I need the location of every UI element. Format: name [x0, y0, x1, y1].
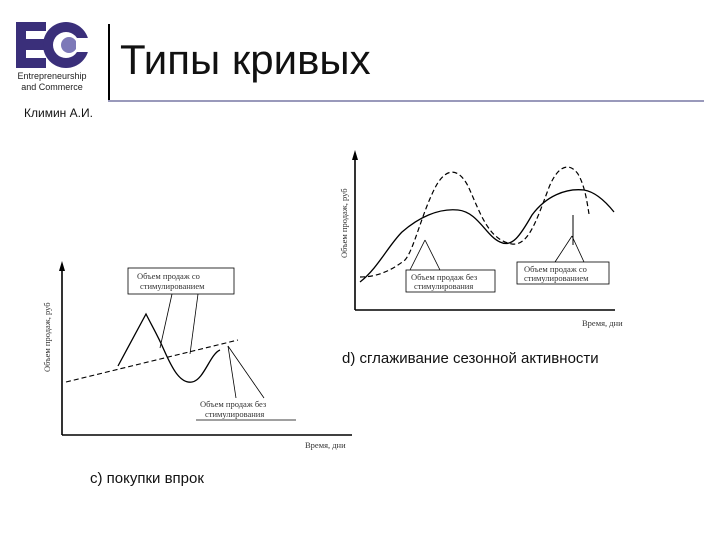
diagram-d-callout-left-2	[424, 239, 441, 271]
diagram-c-unstimulated-line	[65, 339, 239, 383]
diagram-d-y-arrow	[352, 150, 358, 160]
diagram-c-callout-bottom-1	[227, 345, 237, 399]
ec-logo	[14, 18, 104, 94]
diagram-d-callout-right-2	[571, 235, 585, 263]
logo-line-2: and Commerce	[21, 82, 83, 92]
diagram-d-box-stimulated-line1: Объем продаж со	[524, 264, 587, 274]
diagram-c-box-stimulated-line1: Объем продаж со	[137, 271, 200, 281]
page-title: Типы кривых	[120, 36, 371, 83]
author-name: Климин А.И.	[24, 106, 93, 120]
diagram-d-callout-left-1	[409, 239, 426, 271]
diagram-c-callout-top-1	[159, 293, 173, 349]
diagram-c: Объем продаж, руб Время, дни Объем прода…	[42, 261, 352, 450]
diagram-d-box-unstimulated-line2: стимулирования	[414, 281, 473, 291]
diagram-d-box-unstimulated-line1: Объем продаж без	[411, 272, 478, 282]
diagram-d-unstimulated-curve	[359, 166, 590, 278]
ec-logo-icon	[16, 22, 92, 68]
diagram-d-box-stimulated	[516, 261, 610, 285]
diagram-c-caption: c) покупки впрок	[90, 470, 204, 487]
diagram-c-box-stimulated	[127, 267, 235, 295]
header-vertical-divider	[108, 24, 110, 102]
diagram-c-callout-top-2	[189, 293, 199, 355]
diagram-c-box-stimulated-line2: стимулированием	[140, 281, 205, 291]
logo-caption: Entrepreneurship and Commerce	[6, 71, 98, 93]
diagram-c-box-unstimulated-line1: Объем продаж без	[200, 399, 267, 409]
diagram-d-x-label: Время, дни	[582, 318, 623, 328]
diagram-d-y-label: Объем продаж, руб	[339, 188, 349, 258]
diagram-c-y-arrow	[59, 261, 65, 271]
diagram-d: Объем продаж, руб Время, дни Объем прода…	[339, 150, 623, 328]
diagram-c-y-label: Объем продаж, руб	[42, 302, 52, 372]
header-horizontal-divider	[108, 100, 704, 102]
diagram-d-box-stimulated-line2: стимулированием	[524, 273, 589, 283]
logo-line-1: Entrepreneurship	[17, 71, 87, 81]
diagram-d-box-unstimulated	[405, 269, 496, 293]
diagram-d-caption: d) сглаживание сезонной активности	[342, 350, 599, 367]
diagram-c-box-unstimulated-line2: стимулирования	[205, 409, 264, 419]
diagram-c-x-label: Время, дни	[305, 440, 346, 450]
diagram-c-stimulated-curve	[117, 312, 221, 383]
diagram-c-callout-bottom-2	[227, 345, 265, 399]
diagram-d-callout-right-1	[554, 235, 573, 263]
